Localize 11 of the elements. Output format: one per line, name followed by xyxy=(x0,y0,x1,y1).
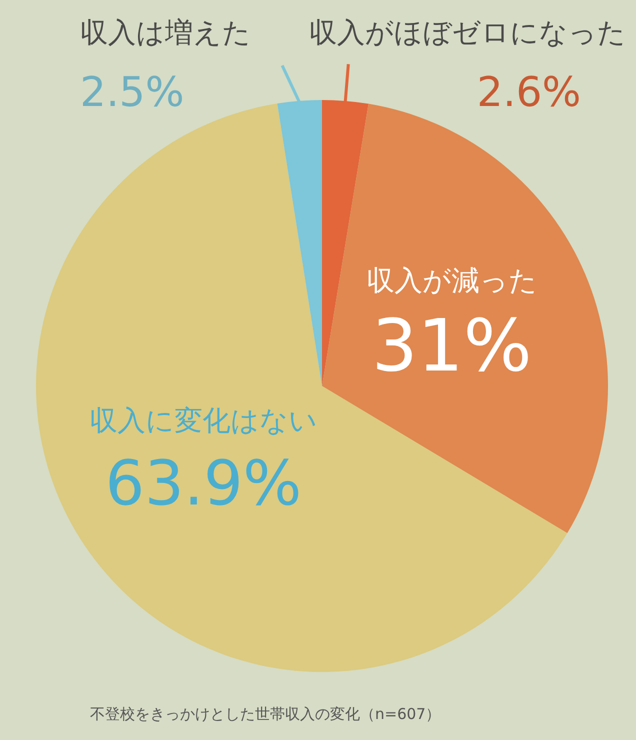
pie-slice xyxy=(322,100,369,386)
slice-label: 収入は増えた xyxy=(80,16,251,49)
pie-slice xyxy=(277,100,322,386)
slice-label: 収入がほぼゼロになった xyxy=(309,16,626,49)
data-label: 2.6% xyxy=(476,68,581,116)
data-label: 31% xyxy=(372,304,532,388)
text: 不登校をきっかけとした世帯収入の変化（n=607） xyxy=(90,705,441,723)
data-label: 2.5% xyxy=(80,68,184,116)
slice-label: 収入に変化はない xyxy=(89,404,318,438)
data-label: 63.9% xyxy=(105,447,302,520)
slice-label: 収入が減った xyxy=(366,264,538,297)
